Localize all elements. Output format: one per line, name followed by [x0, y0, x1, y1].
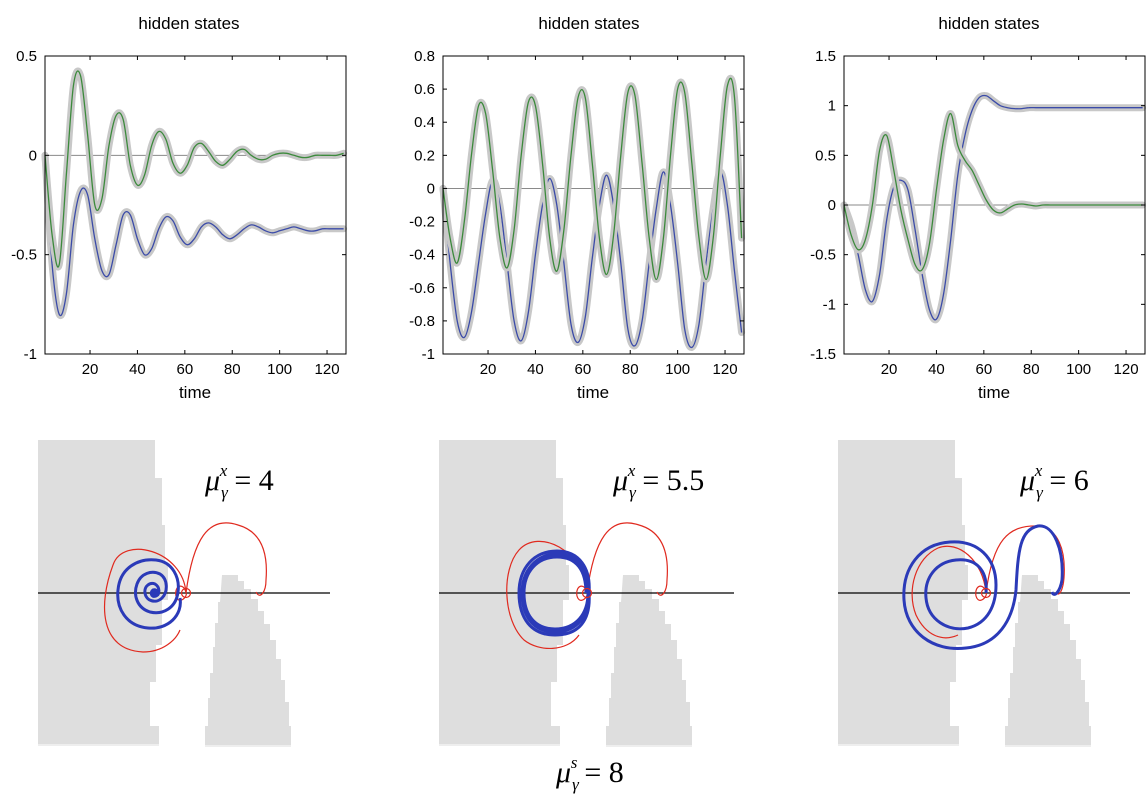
mu-symbol: μ	[555, 756, 571, 789]
mu-x-label: μγx = 5.5	[612, 461, 704, 502]
y-tick-label: 0.8	[414, 48, 435, 65]
plot-title: hidden states	[138, 14, 239, 33]
y-tick-label: 0.2	[414, 147, 435, 164]
series-line-1	[44, 155, 344, 317]
y-tick-label: -0.8	[409, 313, 435, 330]
y-tick-label: -0.2	[409, 214, 435, 231]
hidden-states-plot-1: hidden states -1-0.500.5 20 40 60 80 100 120 …	[11, 14, 348, 402]
y-tick-label: 0	[427, 180, 435, 197]
x-tick-label: 20	[881, 361, 898, 378]
mu-x-label: μγx = 4	[204, 461, 274, 502]
x-tick-label: 20	[480, 361, 497, 378]
x-tick-label: 120	[713, 361, 738, 378]
mu-value: = 5.5	[642, 464, 704, 497]
x-tick-label: 60	[574, 361, 591, 378]
y-tick-label: 1	[828, 98, 836, 115]
x-tick-label: 100	[267, 361, 292, 378]
trajectory-end-point	[152, 589, 160, 597]
y-tick-label: 0	[29, 147, 37, 164]
y-tick-label: -1	[24, 346, 37, 363]
mu-superscript: x	[1034, 461, 1043, 480]
agent-trajectory	[517, 549, 591, 637]
x-tick-label: 80	[224, 361, 241, 378]
trajectory-panel-1: μγx = 4	[38, 440, 330, 747]
y-tick-label: 0.5	[16, 48, 37, 65]
mu-subscript: γ	[221, 483, 229, 502]
x-tick-label: 80	[1023, 361, 1040, 378]
x-tick-label: 20	[82, 361, 99, 378]
y-tick-label: 1.5	[815, 48, 836, 65]
trajectory-panel-3: μγx = 6	[838, 440, 1130, 747]
mu-superscript: x	[219, 461, 228, 480]
x-tick-label: 80	[622, 361, 639, 378]
mu-value: = 6	[1049, 464, 1088, 497]
mu-symbol: μ	[204, 464, 220, 497]
plot-frame	[843, 55, 1146, 355]
mu-symbol: μ	[1019, 464, 1035, 497]
series-line-2	[843, 112, 1143, 272]
plot-frame	[442, 55, 745, 355]
x-tick-label: 120	[1114, 361, 1139, 378]
mu-superscript: s	[571, 753, 578, 772]
start-marker	[581, 587, 593, 599]
start-marker	[180, 587, 192, 599]
x-axis-label: time	[179, 383, 211, 402]
mu-subscript: γ	[1036, 483, 1044, 502]
mu-superscript: x	[627, 461, 636, 480]
x-tick-label: 40	[527, 361, 544, 378]
mu-subscript: γ	[572, 775, 580, 794]
y-tick-label: -0.5	[11, 247, 37, 264]
y-tick-label: 0.6	[414, 81, 435, 98]
obstacle-right	[205, 575, 291, 747]
hidden-states-plot-3: hidden states -1.5 -1 -0.5 0 0.5 1 1.5 20 40 60 8…	[810, 14, 1146, 402]
y-tick-label: 0.4	[414, 114, 435, 131]
mu-s-label: μγs = 8	[555, 753, 624, 794]
plot-title: hidden states	[538, 14, 639, 33]
trajectory-panel-2: μγx = 5.5	[439, 440, 734, 747]
mu-subscript: γ	[629, 483, 637, 502]
y-tick-label: -1.5	[810, 346, 836, 363]
start-marker	[980, 587, 992, 599]
y-tick-label: 0	[828, 197, 836, 214]
hidden-states-plot-2: hidden states -1 -0.8 -0.6 -0.4 -0.2 0 0.2 0.4 0…	[409, 14, 746, 402]
mu-x-label: μγx = 6	[1019, 461, 1089, 502]
mu-symbol: μ	[612, 464, 628, 497]
y-tick-label: -0.4	[409, 247, 435, 264]
y-tick-label: -0.5	[810, 247, 836, 264]
x-axis-label: time	[978, 383, 1010, 402]
y-tick-label: 0.5	[815, 147, 836, 164]
x-tick-label: 100	[665, 361, 690, 378]
x-tick-label: 40	[129, 361, 146, 378]
series-line-2	[44, 70, 344, 268]
y-tick-label: -1	[823, 296, 836, 313]
obstacle-right	[1005, 575, 1091, 747]
y-tick-label: -0.6	[409, 280, 435, 297]
x-tick-label: 120	[315, 361, 340, 378]
x-axis-label: time	[577, 383, 609, 402]
plot-frame	[44, 55, 347, 355]
y-tick-label: -1	[422, 346, 435, 363]
x-tick-label: 40	[928, 361, 945, 378]
mu-value: = 4	[234, 464, 273, 497]
agent-trajectory	[902, 524, 1064, 650]
plot-title: hidden states	[938, 14, 1039, 33]
x-tick-label: 60	[176, 361, 193, 378]
x-tick-label: 100	[1066, 361, 1091, 378]
obstacle-right	[606, 575, 692, 747]
mu-value: = 8	[584, 756, 623, 789]
x-tick-label: 60	[975, 361, 992, 378]
series-line-2	[442, 77, 743, 281]
